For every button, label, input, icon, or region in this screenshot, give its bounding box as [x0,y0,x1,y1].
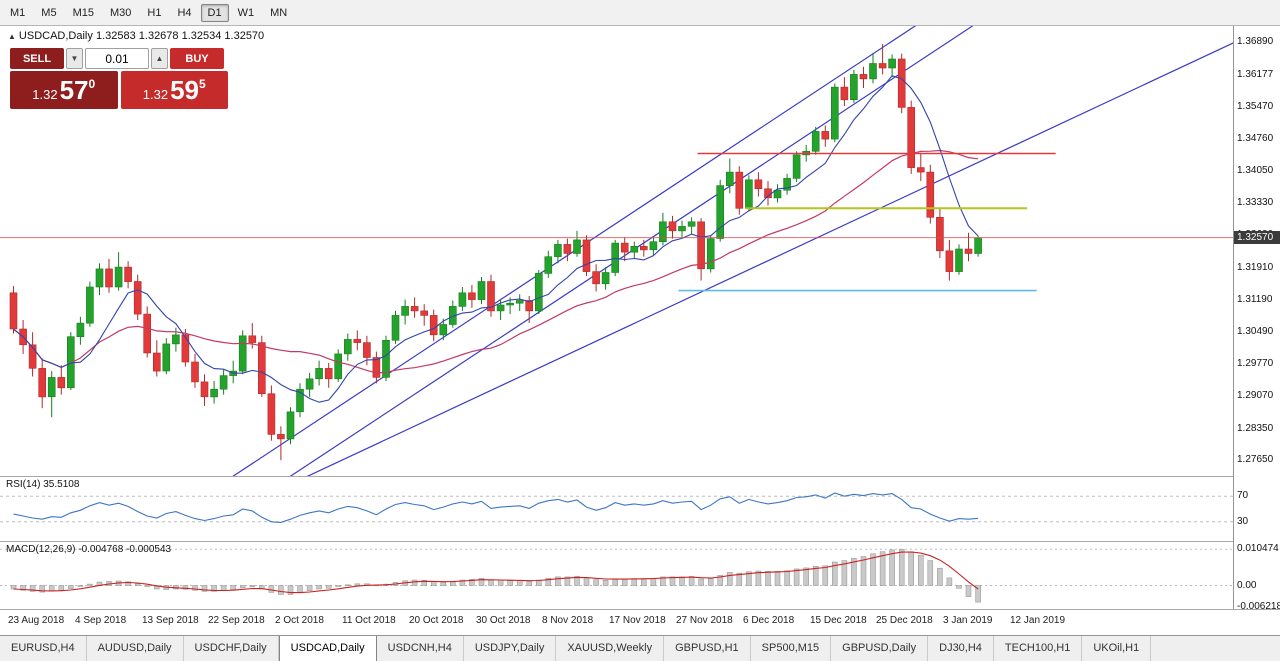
price-axis-label: 1.31190 [1237,294,1273,305]
date-axis-label: 25 Dec 2018 [876,615,933,626]
chart-tab[interactable]: USDCNH,H4 [377,636,464,661]
buy-price[interactable]: 1.32 59 5 [120,71,228,109]
rsi-level-label: 30 [1237,516,1249,527]
date-axis-label: 11 Oct 2018 [342,615,396,626]
price-axis-label: 1.34050 [1237,165,1274,176]
macd-label: MACD(12,26,9) -0.004768 -0.000543 [6,544,172,555]
ohlc-readout: 1.32583 1.32678 1.32534 1.32570 [95,30,265,42]
rsi-level-label: 70 [1237,490,1249,501]
price-axis-label: 1.30490 [1237,326,1274,337]
macd-indicator-canvas[interactable] [0,542,1233,609]
date-axis-label: 22 Sep 2018 [208,615,265,626]
price-axis-label: 1.31910 [1237,262,1274,273]
panel-separator[interactable] [0,541,1280,542]
timeframe-button-h1[interactable]: H1 [147,6,162,19]
chart-title: ▲ USDCAD,Daily 1.32583 1.32678 1.32534 1.… [8,30,264,42]
sell-button[interactable]: SELL [10,48,64,69]
timeframe-button-m5[interactable]: M5 [41,6,57,19]
chart-tab[interactable]: USDCAD,Daily [278,636,377,661]
chart-tab[interactable]: SP500,M15 [751,636,832,661]
buy-price-pips: 59 [170,75,200,105]
date-axis-label: 8 Nov 2018 [542,615,594,626]
symbol-tab-bar: EURUSD,H4 AUDUSD,Daily USDCHF,Daily USDCAD,… [0,635,1280,661]
chart-area: ▲ USDCAD,Daily 1.32583 1.32678 1.32534 1.… [0,26,1280,635]
chart-tab[interactable]: UKOil,H1 [1082,636,1152,661]
buy-price-point: 5 [199,77,206,91]
volume-input[interactable] [85,48,149,69]
date-axis-label: 15 Dec 2018 [810,615,867,626]
price-axis-label: 1.35470 [1237,101,1274,112]
chart-tab[interactable]: GBPUSD,Daily [831,636,929,661]
chart-tab[interactable]: GBPUSD,H1 [664,636,751,661]
price-axis-label: 1.36890 [1237,36,1274,47]
date-axis-label: 2 Oct 2018 [275,615,324,626]
price-axis-label: 1.33330 [1237,197,1274,208]
timeframe-button-h4[interactable]: H4 [177,6,192,19]
timeframe-button-m30[interactable]: M30 [109,6,132,19]
timeframe-button-mn[interactable]: MN [270,6,288,19]
rsi-label: RSI(14) 35.5108 [6,479,80,490]
timeframe-button-m1[interactable]: M1 [10,6,26,19]
timeframe-button-d1[interactable]: D1 [200,3,229,22]
timeframe-bar: M1 M5 M15 M30 H1 H4 D1 W1 MN [0,0,1280,26]
date-axis-label: 4 Sep 2018 [75,615,127,626]
date-axis-label: 30 Oct 2018 [476,615,531,626]
price-axis-label: 1.36177 [1237,69,1274,80]
macd-scale-label: 0.00 [1237,580,1257,591]
date-axis-label: 13 Sep 2018 [142,615,199,626]
panel-separator [0,609,1280,610]
chart-tab[interactable]: TECH100,H1 [994,636,1083,661]
date-axis-label: 6 Dec 2018 [743,615,795,626]
main-chart-canvas[interactable] [0,26,1233,476]
date-axis[interactable]: 23 Aug 2018 4 Sep 2018 13 Sep 2018 22 Sep 2… [0,609,1233,635]
current-price-badge: 1.32570 [1234,231,1280,244]
timeframe-button-m15[interactable]: M15 [72,6,94,19]
chart-tab[interactable]: USDCHF,Daily [184,636,279,661]
sell-price-prefix: 1.32 [32,87,58,102]
sell-price-pips: 57 [59,75,89,105]
macd-scale-label: -0.006218 [1237,601,1280,612]
trade-panel-collapse-arrow[interactable]: ▲ [8,32,16,41]
volume-decrease-button[interactable]: ▼ [66,48,83,69]
buy-price-prefix: 1.32 [142,87,169,102]
date-axis-label: 20 Oct 2018 [409,615,464,626]
timeframe-button-w1[interactable]: W1 [237,6,255,19]
panel-separator[interactable] [0,476,1280,477]
date-axis-label: 23 Aug 2018 [8,615,65,626]
date-axis-label: 27 Nov 2018 [676,615,733,626]
price-axis-label: 1.34760 [1237,133,1274,144]
price-axis-label: 1.28350 [1237,423,1274,434]
sell-price[interactable]: 1.32 57 0 [10,71,118,109]
chart-tab[interactable]: XAUUSD,Weekly [556,636,665,661]
price-axis-label: 1.29770 [1237,358,1274,369]
price-axis-label: 1.27650 [1237,454,1274,465]
chart-tab[interactable]: USDJPY,Daily [464,636,557,661]
symbol-title: USDCAD,Daily [18,30,93,42]
date-axis-label: 17 Nov 2018 [609,615,666,626]
chart-tab[interactable]: AUDUSD,Daily [87,636,184,661]
price-axis[interactable]: 1.36890 1.36177 1.35470 1.34760 1.34050 1.333… [1233,26,1280,612]
volume-increase-button[interactable]: ▲ [151,48,168,69]
buy-button[interactable]: BUY [170,48,224,69]
date-axis-label: 3 Jan 2019 [943,615,993,626]
sell-price-point: 0 [88,77,96,91]
date-axis-label: 12 Jan 2019 [1010,615,1066,626]
price-axis-label: 1.29070 [1237,390,1274,401]
rsi-indicator-canvas[interactable] [0,477,1233,541]
chart-tab[interactable]: EURUSD,H4 [0,636,87,661]
macd-scale-label: 0.010474 [1237,543,1279,554]
chart-tab[interactable]: DJ30,H4 [928,636,994,661]
